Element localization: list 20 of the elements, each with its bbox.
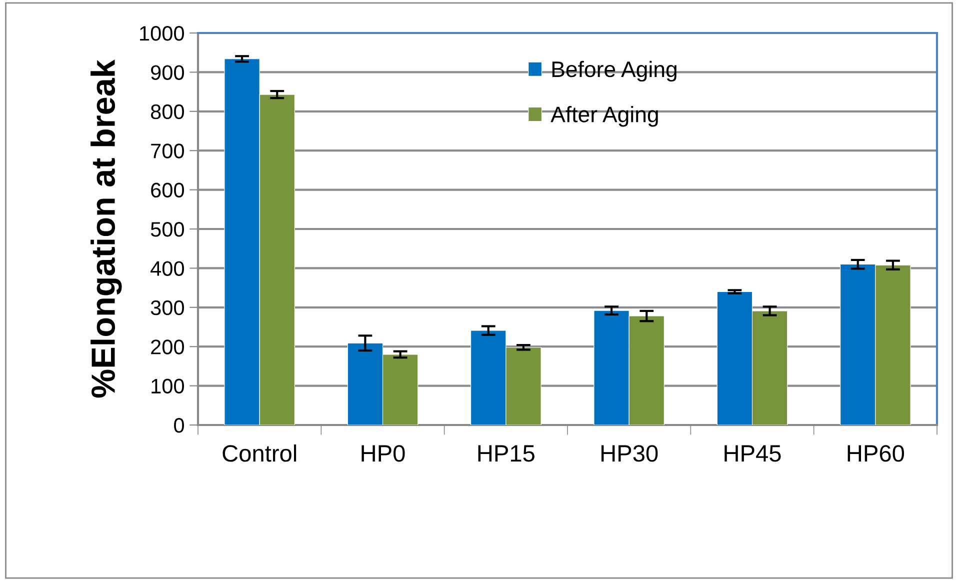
x-tick-label: HP45 — [724, 445, 781, 462]
y-tick-label: 400 — [150, 261, 184, 276]
x-tick-label: HP0 — [362, 445, 405, 462]
x-tick-label: HP60 — [848, 445, 904, 462]
y-tick-label: 900 — [151, 65, 184, 80]
x-tick-label: HP15 — [478, 445, 534, 462]
y-tick-label: 0 — [174, 418, 184, 433]
legend-label: Before Aging — [552, 60, 676, 82]
y-tick-label: 1000 — [140, 26, 184, 41]
y-tick-label: 500 — [150, 222, 184, 237]
x-tick-label: Control — [222, 444, 296, 462]
y-tick-label: 800 — [150, 104, 184, 120]
y-tick-label: 300 — [150, 300, 184, 316]
y-tick-label: 700 — [151, 144, 184, 158]
x-tick-label: HP30 — [601, 445, 658, 462]
y-tick-label: 100 — [152, 378, 184, 394]
legend-label: After Aging — [550, 106, 658, 127]
y-axis-title: %Elongation at break — [90, 59, 122, 398]
y-tick-label: 200 — [151, 340, 184, 354]
y-tick-label: 600 — [151, 182, 184, 198]
